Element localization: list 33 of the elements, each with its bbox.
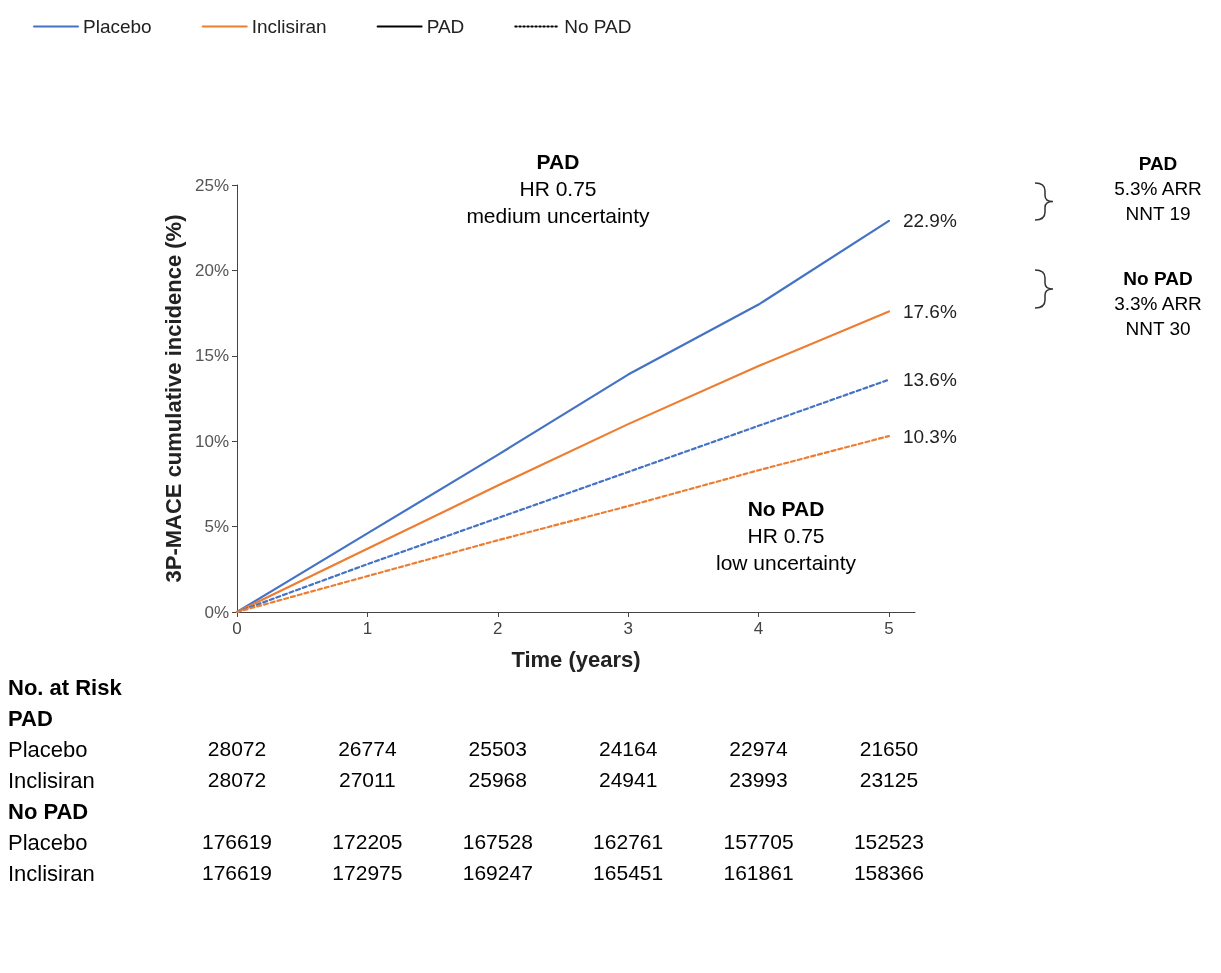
annotation: PAD HR 0.75 medium uncertainty [466,150,651,227]
y-tick-label: 0% [204,602,229,622]
legend-label: No PAD [564,16,632,37]
y-tick-label: 25% [194,175,229,195]
x-tick-label: 1 [362,619,373,638]
annotation: No PAD HR 0.75 low uncertainty [715,497,857,574]
text: No PAD 3.3% ARR NNT 30 [1114,268,1202,339]
x-tick-label: 2 [493,619,503,638]
text: Placebo 28072 26774 25503 24164 22974 21650 [8,736,919,762]
x-tick-label: 0 [232,619,242,638]
legend-label: PAD [426,16,465,37]
data-label: 22.9% [902,210,957,232]
x-tick-label: 4 [753,619,764,638]
text: No PAD [8,798,89,824]
y-tick-label: 15% [194,346,229,366]
data-label: 17.6% [902,300,957,322]
text: PAD [8,705,53,731]
text: PAD 5.3% ARR NNT 19 [1114,153,1202,224]
legend-label: Placebo [83,16,152,37]
y-tick-label: 5% [204,517,229,537]
y-tick-label: 10% [194,431,229,451]
data-label: 10.3% [902,425,957,447]
legend-label: Inclisiran [251,16,327,37]
text: Placebo 176619 172205 167528 162761 157705 152523 [8,829,924,855]
data-label: 13.6% [902,369,957,391]
text: Inclisiran 176619 172975 169247 165451 161861 158366 [8,860,924,886]
text: Inclisiran 28072 27011 25968 24941 23993 23125 [8,767,919,793]
text: No. at Risk [8,674,123,700]
x-tick-label: 3 [623,619,633,638]
x-axis-title: Time (years) [511,646,641,672]
x-tick-label: 5 [884,619,894,638]
y-axis-title: 3P-MACE cumulative incidence (%) [160,214,186,583]
y-tick-label: 20% [194,260,229,280]
